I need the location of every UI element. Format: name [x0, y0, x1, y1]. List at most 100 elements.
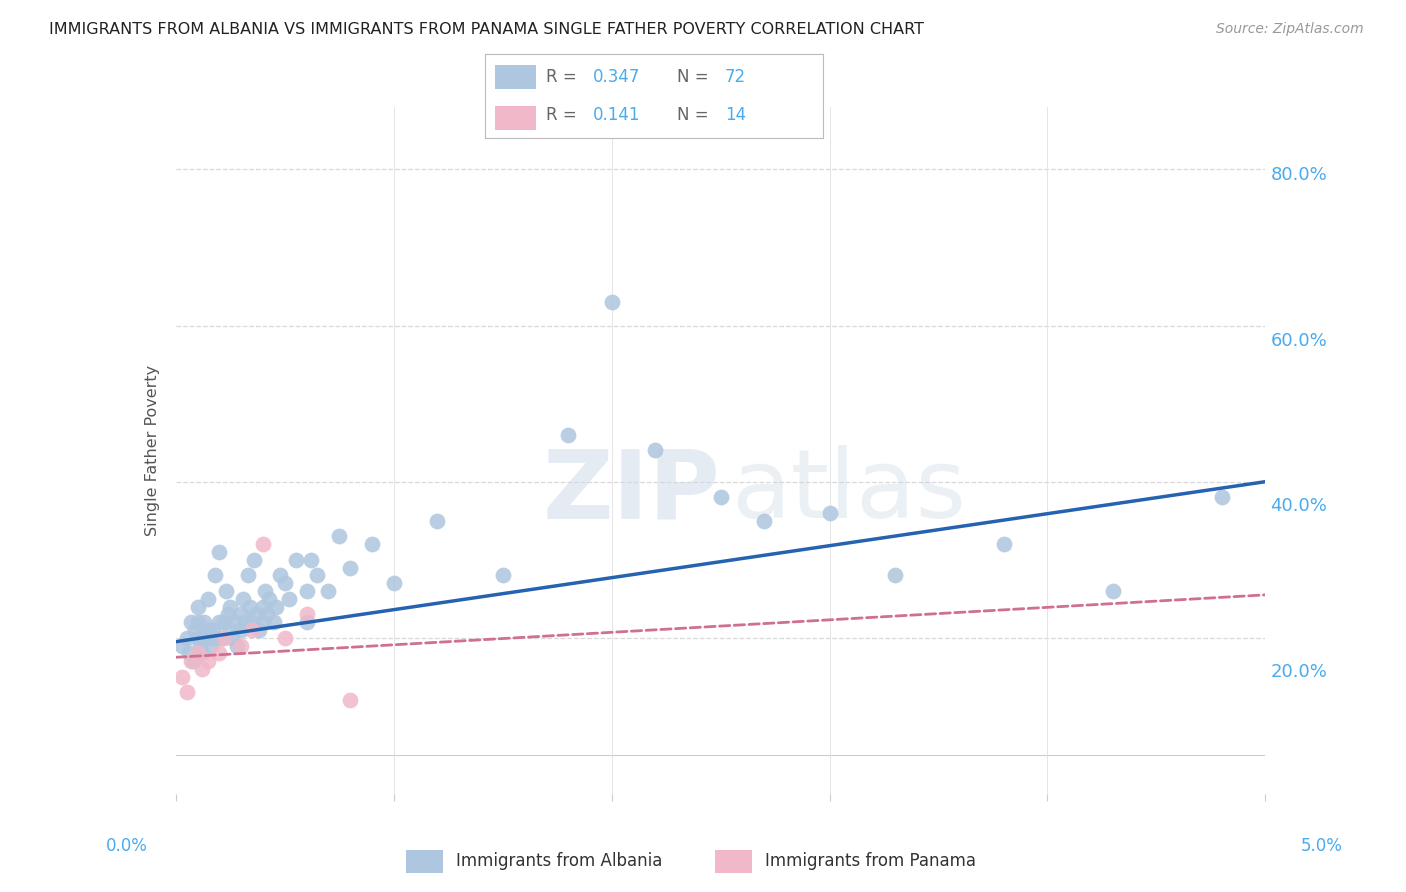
Y-axis label: Single Father Poverty: Single Father Poverty — [145, 365, 160, 536]
Point — [186, 599, 209, 614]
Point — [188, 639, 211, 653]
Point — [269, 568, 291, 582]
Point — [232, 591, 254, 606]
Point — [339, 560, 361, 574]
Point — [197, 654, 219, 668]
Text: 0.347: 0.347 — [593, 69, 640, 87]
Point — [172, 670, 194, 684]
Point — [231, 623, 253, 637]
Point — [212, 631, 235, 645]
Point — [295, 615, 318, 630]
Point — [600, 295, 623, 310]
Point — [993, 537, 1015, 551]
Text: R =: R = — [546, 106, 588, 124]
Point — [176, 631, 198, 645]
Point — [274, 576, 297, 591]
Point — [252, 537, 274, 551]
Point — [259, 591, 281, 606]
Point — [235, 615, 257, 630]
Point — [177, 646, 200, 660]
Point — [191, 662, 214, 676]
Text: 14: 14 — [724, 106, 745, 124]
Text: ZIP: ZIP — [543, 445, 721, 538]
Point — [243, 552, 266, 567]
Point — [184, 623, 207, 637]
Point — [191, 646, 214, 660]
Point — [186, 615, 209, 630]
Point — [295, 583, 318, 598]
Text: R =: R = — [546, 69, 582, 87]
Point — [212, 615, 235, 630]
Point — [278, 591, 301, 606]
Point — [176, 685, 198, 699]
Point — [180, 654, 202, 668]
Point — [239, 599, 262, 614]
Point — [195, 631, 218, 645]
Point — [186, 631, 209, 645]
Point — [328, 529, 350, 543]
Point — [1211, 490, 1233, 504]
Point — [200, 639, 222, 653]
Text: N =: N = — [678, 69, 714, 87]
Point — [231, 607, 253, 622]
Bar — [495, 65, 536, 89]
Point — [492, 568, 515, 582]
Point — [240, 615, 263, 630]
Text: Immigrants from Albania: Immigrants from Albania — [456, 852, 662, 870]
Point — [224, 615, 246, 630]
Point — [284, 552, 307, 567]
Point — [217, 607, 239, 622]
Point — [181, 654, 204, 668]
Bar — [495, 106, 536, 130]
Text: 72: 72 — [724, 69, 745, 87]
Point — [644, 443, 666, 458]
Point — [221, 631, 243, 645]
Point — [215, 583, 238, 598]
Point — [884, 568, 907, 582]
Point — [252, 615, 274, 630]
Point — [382, 576, 405, 591]
Point — [219, 599, 242, 614]
Point — [211, 631, 233, 645]
Point — [1102, 583, 1125, 598]
Point — [172, 639, 194, 653]
Point — [201, 623, 224, 637]
Point — [360, 537, 382, 551]
Point — [254, 583, 277, 598]
Point — [263, 615, 285, 630]
Text: N =: N = — [678, 106, 714, 124]
Point — [818, 506, 841, 520]
Point — [193, 615, 215, 630]
Point — [256, 607, 278, 622]
Point — [307, 568, 329, 582]
Text: 5.0%: 5.0% — [1301, 837, 1343, 855]
Point — [274, 631, 297, 645]
Point — [236, 568, 259, 582]
Point — [208, 646, 231, 660]
Text: atlas: atlas — [731, 445, 966, 538]
Point — [186, 646, 209, 660]
Text: IMMIGRANTS FROM ALBANIA VS IMMIGRANTS FROM PANAMA SINGLE FATHER POVERTY CORRELAT: IMMIGRANTS FROM ALBANIA VS IMMIGRANTS FR… — [49, 22, 924, 37]
Text: 0.141: 0.141 — [593, 106, 641, 124]
Point — [339, 693, 361, 707]
Point — [225, 639, 247, 653]
Point — [252, 599, 274, 614]
Point — [299, 552, 322, 567]
Bar — [716, 850, 752, 873]
Point — [180, 615, 202, 630]
Point — [247, 623, 270, 637]
Point — [240, 623, 263, 637]
Point — [245, 607, 267, 622]
Point — [426, 514, 449, 528]
Point — [208, 615, 231, 630]
Point — [208, 545, 231, 559]
Point — [557, 427, 579, 442]
Point — [204, 568, 226, 582]
Bar — [406, 850, 443, 873]
Point — [318, 583, 340, 598]
Point — [231, 639, 253, 653]
Point — [264, 599, 287, 614]
Text: Source: ZipAtlas.com: Source: ZipAtlas.com — [1216, 22, 1364, 37]
Point — [295, 607, 318, 622]
Point — [754, 514, 776, 528]
